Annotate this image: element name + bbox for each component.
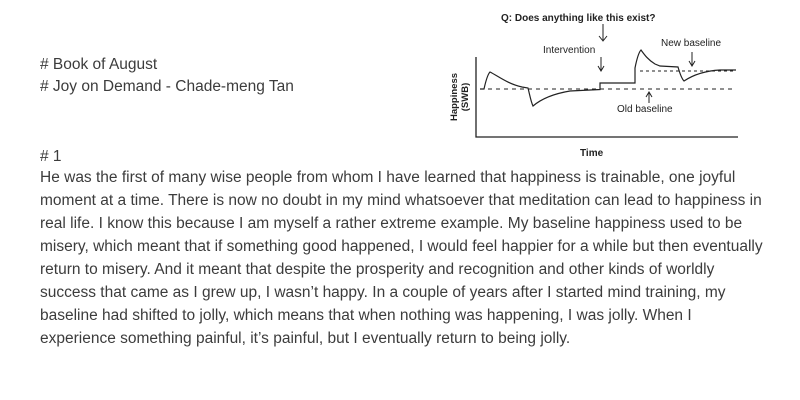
body-paragraph: He was the first of many wise people fro…	[40, 169, 763, 347]
happiness-baseline-diagram: Q: Does anything like this exist? Happin…	[449, 13, 738, 159]
label-intervention: Intervention	[543, 45, 595, 56]
intervention-arrow	[597, 57, 605, 72]
figure-question: Q: Does anything like this exist?	[501, 13, 655, 24]
heading-book-of-august: # Book of August	[40, 56, 158, 73]
y-axis-label-swb: (SWB)	[460, 83, 471, 112]
question-arrow	[598, 24, 608, 42]
heading-book-title: # Joy on Demand - Chade-meng Tan	[40, 78, 294, 95]
old-baseline-arrow	[645, 91, 653, 103]
label-old-baseline: Old baseline	[617, 104, 673, 115]
new-baseline-arrow	[688, 52, 696, 67]
label-new-baseline: New baseline	[661, 38, 721, 49]
happiness-curve	[480, 49, 736, 107]
section-number: # 1	[40, 148, 62, 165]
axes	[475, 57, 738, 138]
x-axis-label: Time	[580, 148, 604, 159]
y-axis-label-happiness: Happiness	[449, 73, 460, 121]
